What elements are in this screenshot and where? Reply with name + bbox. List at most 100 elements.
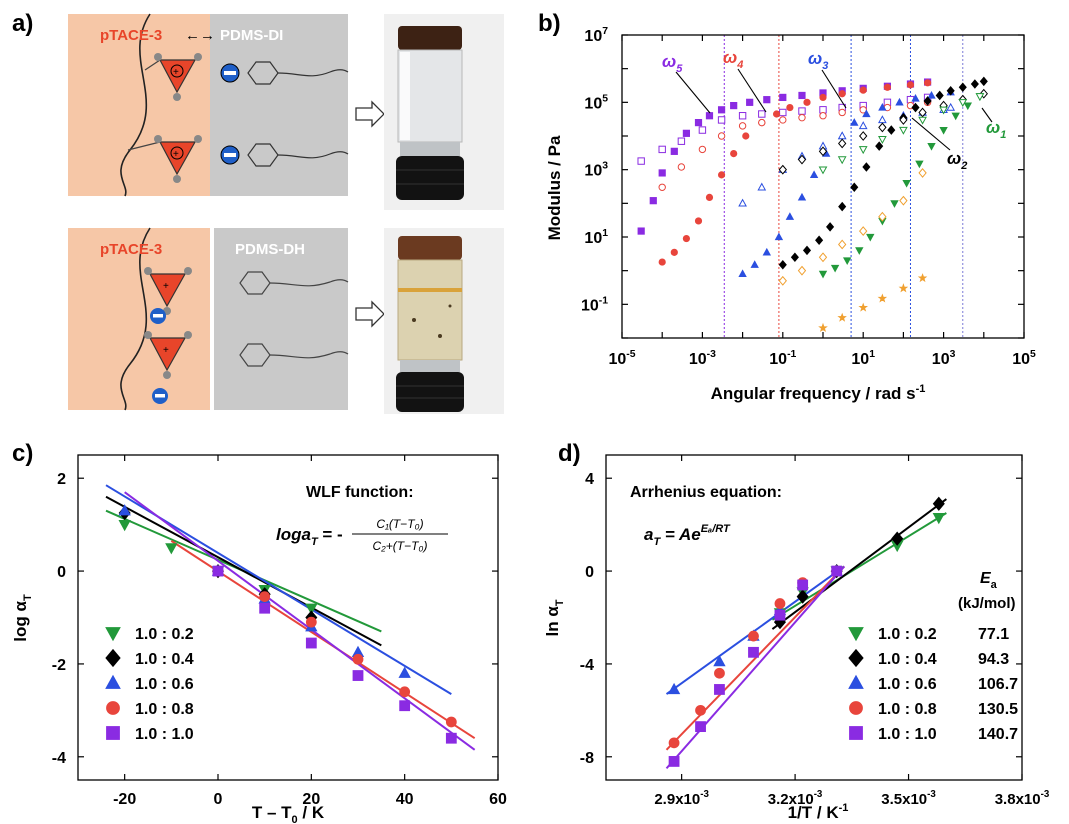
data-point: [658, 183, 666, 191]
fit-line: [665, 565, 845, 695]
data-point: [762, 247, 771, 256]
data-point: [717, 116, 726, 124]
data-point: [165, 543, 178, 555]
data-point: [963, 102, 972, 111]
x-tick-label: 105: [1012, 349, 1036, 368]
x-tick-label: 3.2x10-3: [768, 789, 823, 808]
data-point: [746, 98, 754, 106]
svg-text:C₂+(T−T₀): C₂+(T−T₀): [373, 539, 428, 553]
data-point: [779, 93, 787, 102]
pdi-arrow: ←→: [185, 27, 215, 44]
data-point: [798, 113, 806, 122]
fit-line: [665, 565, 846, 770]
panel-label-a: a): [12, 10, 34, 37]
data-point: [714, 684, 725, 695]
svg-text:+: +: [163, 281, 169, 292]
data-point: [717, 171, 726, 179]
data-point: [305, 603, 318, 615]
ptace-label-bottom: pTACE-3: [100, 241, 162, 258]
data-point: [717, 106, 726, 114]
data-point: [927, 90, 936, 99]
data-point: [970, 79, 979, 89]
data-point: [918, 167, 927, 178]
data-point: [946, 102, 956, 111]
svg-text:ω5: ω5: [662, 52, 683, 75]
data-point: [951, 112, 960, 121]
data-point: [935, 90, 944, 101]
svg-text:logaT = -: logaT = -: [276, 525, 343, 548]
x-tick-label: 10-1: [769, 349, 796, 368]
data-point: [838, 138, 847, 149]
y-tick-label: 4: [585, 471, 594, 488]
data-point: [859, 131, 868, 141]
wlf-title: WLF function:: [306, 484, 414, 501]
data-point: [819, 112, 827, 120]
data-point: [923, 96, 932, 106]
x-tick-label: 10-3: [689, 349, 716, 368]
x-tick-label: 101: [851, 349, 875, 368]
legend-label: 1.0 : 0.4: [878, 651, 937, 668]
data-point: [779, 116, 787, 124]
data-point: [714, 667, 725, 679]
data-point: [819, 93, 827, 102]
phenyl-ring-icon: [239, 271, 349, 367]
data-point: [785, 212, 795, 220]
legend-marker: [106, 726, 120, 740]
data-point: [763, 96, 771, 104]
data-point: [797, 579, 809, 591]
x-tick-label: 103: [932, 349, 956, 368]
arrow-icon: [355, 100, 385, 128]
data-point: [796, 589, 809, 604]
data-point: [798, 91, 806, 100]
data-point: [742, 132, 750, 140]
data-point: [738, 122, 747, 130]
data-point: [668, 756, 680, 767]
svg-text:aT = AeEₐ/RT: aT = AeEₐ/RT: [644, 523, 731, 548]
data-point: [890, 200, 899, 208]
y-tick-label: 0: [585, 564, 594, 581]
y-tick-label: 2: [57, 471, 66, 488]
y-tick-label: 105: [584, 93, 608, 112]
data-point: [899, 126, 908, 135]
data-point: [118, 519, 131, 532]
data-point: [895, 97, 904, 106]
data-point: [398, 666, 411, 678]
data-point: [878, 103, 887, 111]
data-point: [858, 302, 869, 312]
data-point: [259, 602, 271, 614]
legend-label: 1.0 : 0.6: [878, 676, 937, 693]
data-point: [838, 239, 847, 250]
ea-header: Ea: [980, 570, 998, 591]
svg-text:ω4: ω4: [723, 48, 743, 71]
data-point: [758, 110, 766, 118]
data-point: [774, 609, 786, 621]
svg-text:C₁(T−T₀): C₁(T−T₀): [376, 517, 423, 531]
data-point: [818, 146, 828, 157]
panel-label-c: c): [12, 440, 34, 467]
data-point: [862, 162, 871, 172]
data-point: [698, 145, 707, 154]
data-point: [677, 137, 686, 145]
data-point: [939, 106, 948, 115]
x-tick-label: 60: [489, 791, 507, 808]
y-tick-label: -8: [580, 750, 594, 767]
svg-text:+: +: [173, 67, 179, 78]
legend-marker: [848, 648, 864, 668]
polymer-backbone-top: [120, 13, 151, 197]
data-point: [677, 163, 686, 171]
data-point: [859, 226, 868, 237]
data-point: [826, 222, 835, 232]
data-point: [682, 129, 691, 137]
data-point: [694, 217, 703, 225]
data-point: [637, 157, 645, 165]
data-point: [906, 81, 915, 89]
arrow-icon: [355, 300, 385, 328]
fit-line: [771, 512, 947, 621]
x-tick-label: 0: [214, 791, 223, 808]
data-point: [730, 101, 738, 110]
ea-value: 140.7: [978, 726, 1018, 743]
data-point: [682, 234, 691, 243]
y-tick-label: -4: [52, 750, 66, 767]
